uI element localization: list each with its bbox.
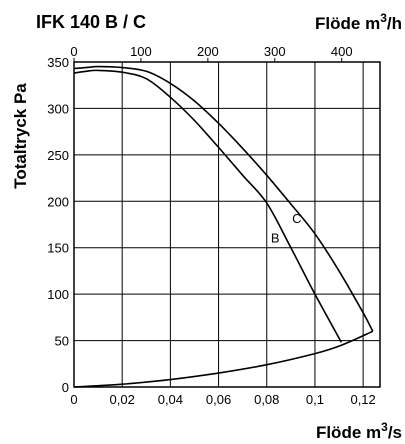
y-tick-label: 350 — [47, 55, 69, 70]
top-tick-label: 0 — [70, 44, 77, 59]
x-tick-label: 0,12 — [350, 392, 375, 407]
series-b-label: B — [271, 230, 280, 245]
y-axis-label: Totaltryck Pa — [11, 83, 30, 189]
x-tick-label: 0,06 — [206, 392, 231, 407]
top-tick-label: 200 — [197, 44, 219, 59]
x-tick-label: 0,04 — [158, 392, 183, 407]
top-tick-label: 300 — [264, 44, 286, 59]
y-tick-label: 250 — [47, 148, 69, 163]
y-tick-label: 0 — [62, 380, 69, 395]
series-layer: BC — [73, 65, 374, 388]
series-b-line — [73, 69, 343, 343]
y-tick-label: 150 — [47, 241, 69, 256]
x-tick-label: 0,02 — [110, 392, 135, 407]
series-c-label: C — [292, 211, 301, 226]
x-tick-label: 0,08 — [254, 392, 279, 407]
top-axis-label: Flöde m3/h — [315, 11, 402, 33]
top-tick-label: 400 — [331, 44, 353, 59]
x-tick-label: 0,1 — [306, 392, 324, 407]
series-c-line — [73, 65, 374, 332]
bottom-axis-label: Flöde m3/s — [316, 420, 402, 442]
y-tick-label: 50 — [55, 334, 69, 349]
x-tick-label: 0 — [70, 392, 77, 407]
y-tick-label: 100 — [47, 287, 69, 302]
grid — [73, 61, 380, 388]
y-tick-label: 300 — [47, 101, 69, 116]
y-tick-label: 200 — [47, 194, 69, 209]
chart-title: IFK 140 B / C — [36, 12, 146, 32]
system-curve-line — [73, 330, 374, 388]
plot-frame — [73, 61, 381, 388]
top-tick-label: 100 — [130, 44, 152, 59]
